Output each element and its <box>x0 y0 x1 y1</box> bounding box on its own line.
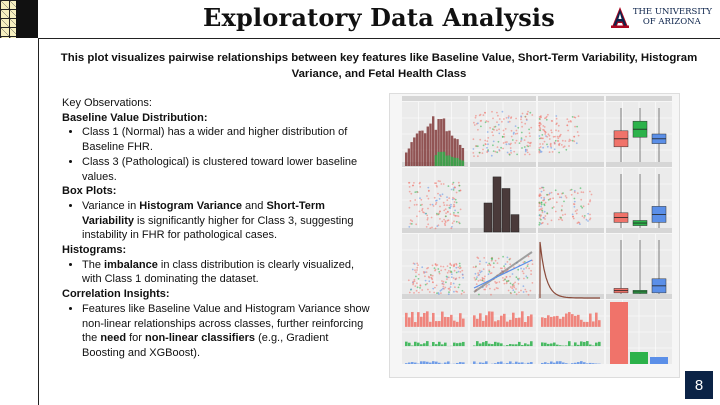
arizona-a-icon <box>610 7 629 28</box>
dark-block <box>16 0 38 38</box>
corner-decoration <box>0 0 38 38</box>
correlation-heading: Correlation Insights: <box>62 288 170 301</box>
grid-pattern <box>0 0 18 38</box>
list-item: Features like Baseline Value and Histogr… <box>82 302 372 361</box>
list-item: Variance in Histogram Variance and Short… <box>82 199 372 243</box>
list-item: The imbalance in class distribution is c… <box>82 258 372 287</box>
header-divider <box>38 38 720 39</box>
left-divider <box>38 38 39 405</box>
histograms-list: The imbalance in class distribution is c… <box>62 258 372 287</box>
boxplots-list: Variance in Histogram Variance and Short… <box>62 199 372 243</box>
title-bar: Exploratory Data Analysis THE UNIVERSITY… <box>38 0 720 38</box>
observations-panel: Key Observations: Baseline Value Distrib… <box>62 96 372 361</box>
pairplot-image <box>389 93 680 378</box>
histograms-heading: Histograms: <box>62 244 127 257</box>
logo-text: THE UNIVERSITY OF ARIZONA <box>633 7 712 27</box>
baseline-list: Class 1 (Normal) has a wider and higher … <box>62 125 372 184</box>
university-logo: THE UNIVERSITY OF ARIZONA <box>610 6 712 28</box>
boxplots-heading: Box Plots: <box>62 185 117 198</box>
list-item: Class 1 (Normal) has a wider and higher … <box>82 125 372 154</box>
logo-line-1: THE UNIVERSITY <box>632 7 712 17</box>
logo-line-2: OF ARIZONA <box>642 17 701 27</box>
correlation-list: Features like Baseline Value and Histogr… <box>62 302 372 361</box>
page-number: 8 <box>685 371 713 399</box>
slide-title: Exploratory Data Analysis <box>203 3 555 32</box>
baseline-heading: Baseline Value Distribution: <box>62 111 208 124</box>
observations-heading: Key Observations: <box>62 97 152 109</box>
pairplot-figure <box>402 96 672 364</box>
list-item: Class 3 (Pathological) is clustered towa… <box>82 155 372 184</box>
slide-subtitle: This plot visualizes pairwise relationsh… <box>60 52 698 80</box>
